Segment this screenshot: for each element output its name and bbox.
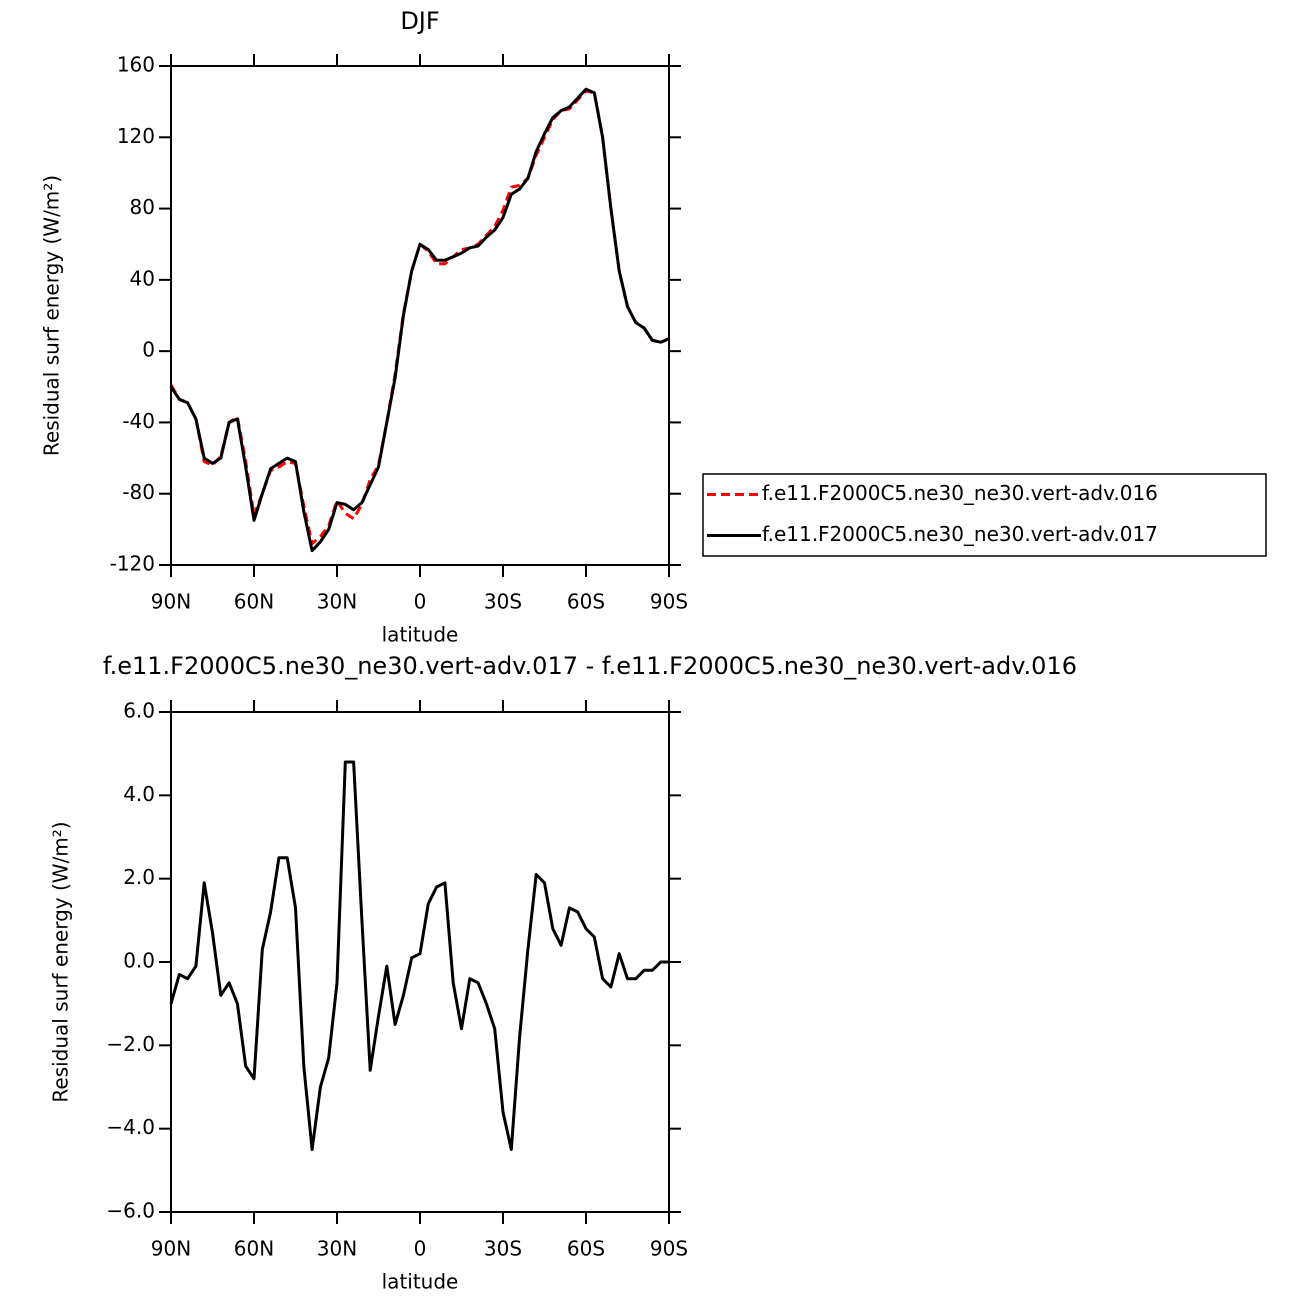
y-tick-label: 2.0 (123, 865, 155, 889)
chart-title: DJF (400, 7, 439, 35)
plot-frame (170, 711, 670, 1213)
x-tick-label: 90N (151, 590, 191, 614)
x-tick-label: 60N (234, 590, 274, 614)
plot-frame (170, 65, 670, 566)
y-tick-label: -80 (122, 480, 155, 504)
y-tick-label: 4.0 (123, 782, 155, 806)
y-tick-label: 0.0 (123, 949, 155, 973)
x-tick-label: 30N (317, 1237, 357, 1261)
y-tick-label: -40 (122, 409, 155, 433)
legend-label: f.e11.F2000C5.ne30_ne30.vert-adv.016 (762, 481, 1158, 505)
legend-label: f.e11.F2000C5.ne30_ne30.vert-adv.017 (762, 522, 1158, 546)
y-tick-label: -120 (110, 552, 155, 576)
legend-box (702, 473, 1267, 557)
x-tick-label: 30S (484, 590, 522, 614)
y-axis-label: Residual surf energy (W/m²) (40, 175, 64, 456)
x-tick-label: 30S (484, 1237, 522, 1261)
x-tick-label: 90S (650, 1237, 688, 1261)
x-tick-label: 60N (234, 1237, 274, 1261)
x-tick-label: 60S (567, 1237, 605, 1261)
y-tick-label: 160 (117, 53, 155, 77)
x-tick-label: 60S (567, 590, 605, 614)
y-tick-label: 6.0 (123, 699, 155, 723)
y-tick-label: −6.0 (106, 1199, 155, 1223)
y-axis-label: Residual surf energy (W/m²) (49, 821, 73, 1102)
x-axis-label: latitude (382, 623, 459, 647)
x-tick-label: 90N (151, 1237, 191, 1261)
chart-title: f.e11.F2000C5.ne30_ne30.vert-adv.017 - f… (103, 652, 1077, 680)
y-tick-label: 80 (130, 195, 155, 219)
x-tick-label: 30N (317, 590, 357, 614)
y-tick-label: 120 (117, 124, 155, 148)
x-tick-label: 0 (414, 1237, 427, 1261)
data-line (169, 87, 670, 553)
x-axis-label: latitude (382, 1270, 459, 1294)
y-tick-label: 0 (142, 338, 155, 362)
y-tick-label: −2.0 (106, 1032, 155, 1056)
x-tick-label: 0 (414, 590, 427, 614)
data-line (169, 760, 669, 1151)
x-tick-label: 90S (650, 590, 688, 614)
y-tick-label: 40 (130, 266, 155, 290)
y-tick-label: −4.0 (106, 1115, 155, 1139)
